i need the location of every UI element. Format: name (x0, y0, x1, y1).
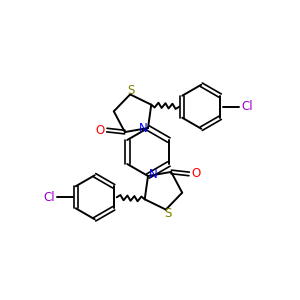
Text: O: O (191, 167, 201, 180)
Text: O: O (95, 124, 104, 136)
Text: N: N (139, 122, 147, 134)
Text: Cl: Cl (242, 100, 253, 113)
Text: S: S (164, 207, 172, 220)
Text: Cl: Cl (43, 191, 55, 204)
Text: N: N (148, 169, 158, 182)
Text: S: S (128, 84, 135, 97)
